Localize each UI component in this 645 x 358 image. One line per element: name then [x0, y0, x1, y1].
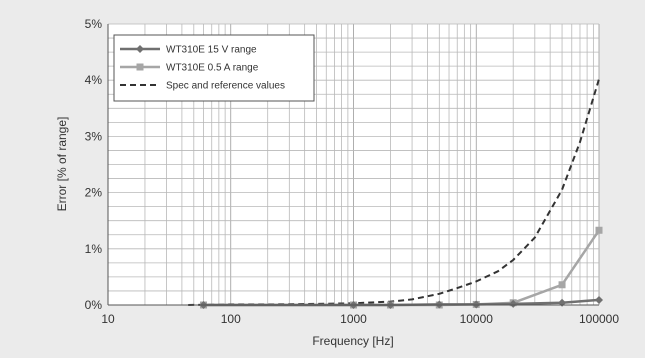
x-tick-label: 10000 — [460, 312, 494, 326]
legend-label: WT310E 15 V range — [166, 45, 257, 56]
x-tick-label: 100000 — [579, 312, 619, 326]
y-tick-label: 3% — [85, 129, 103, 143]
y-axis-title: Error [% of range] — [55, 117, 69, 212]
data-point-diamond — [136, 45, 144, 53]
y-tick-label: 5% — [85, 17, 103, 31]
x-tick-label: 1000 — [340, 312, 367, 326]
legend-label: WT310E 0.5 A range — [166, 63, 259, 74]
x-tick-label: 10 — [101, 312, 115, 326]
axes: 10 100 1000 10000 100000 0% 1% 2% 3% 4% 5% — [85, 17, 620, 326]
data-point-square — [136, 63, 144, 71]
y-tick-label: 4% — [85, 73, 103, 87]
data-point-square — [558, 281, 566, 289]
y-tick-label: 0% — [85, 298, 103, 312]
data-point-diamond — [509, 299, 518, 308]
y-tick-label: 2% — [85, 186, 103, 200]
x-axis-title: Frequency [Hz] — [312, 334, 393, 348]
legend: WT310E 15 V range WT310E 0.5 A range Spec … — [113, 34, 315, 102]
y-tick-label: 1% — [85, 242, 103, 256]
data-point-square — [595, 226, 603, 234]
legend-label: Spec and reference values — [166, 81, 285, 92]
data-point-diamond — [435, 300, 444, 309]
data-point-diamond — [472, 300, 481, 309]
x-tick-label: 100 — [221, 312, 241, 326]
data-point-diamond — [595, 295, 603, 304]
